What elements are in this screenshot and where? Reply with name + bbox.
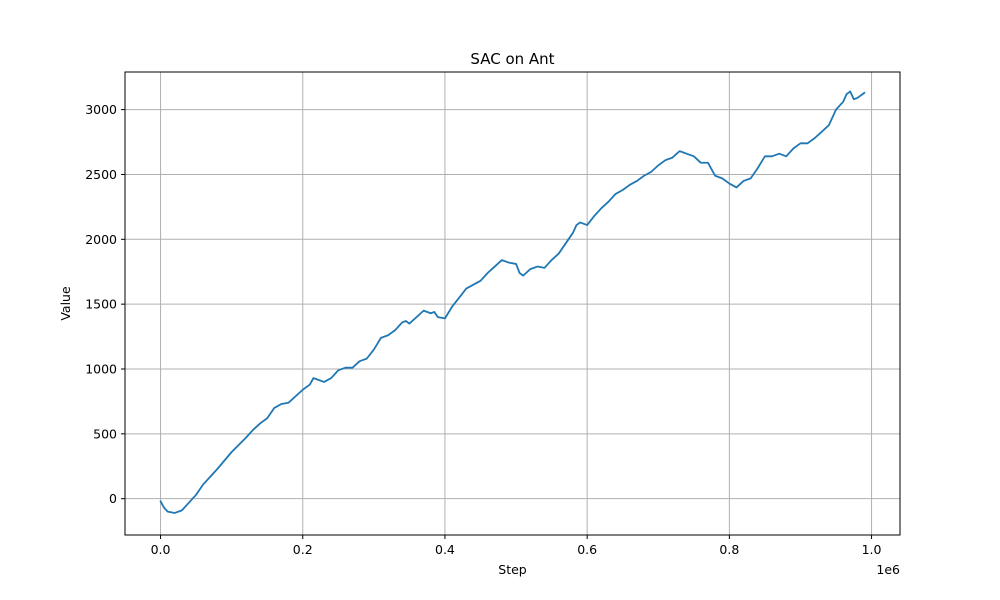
ticks-group: 0.0 0.2 0.4 0.6 0.8 1.0 0 500 1000 1500 2000 2500 30… (85, 102, 881, 557)
y-axis-label: Value (58, 286, 73, 321)
x-tick-label: 1.0 (862, 542, 882, 557)
series-line (159, 90, 866, 514)
x-offset-label: 1e6 (876, 562, 900, 577)
y-tick-label: 1500 (85, 297, 117, 312)
chart-title: SAC on Ant (470, 50, 554, 68)
x-axis-label: Step (498, 562, 527, 577)
plot-frame (124, 71, 901, 536)
y-tick-label: 500 (93, 426, 117, 441)
y-tick-label: 2500 (85, 167, 117, 182)
x-tick-label: 0.2 (293, 542, 313, 557)
x-tick-label: 0.0 (151, 542, 171, 557)
grid-lines (125, 72, 900, 535)
y-tick-label: 0 (109, 491, 117, 506)
x-tick-label: 0.8 (719, 542, 739, 557)
y-tick-label: 1000 (85, 361, 117, 376)
x-tick-label: 0.4 (435, 542, 455, 557)
y-tick-label: 2000 (85, 232, 117, 247)
y-tick-label: 3000 (85, 102, 117, 117)
series-group (159, 90, 866, 514)
x-tick-label: 0.6 (577, 542, 597, 557)
